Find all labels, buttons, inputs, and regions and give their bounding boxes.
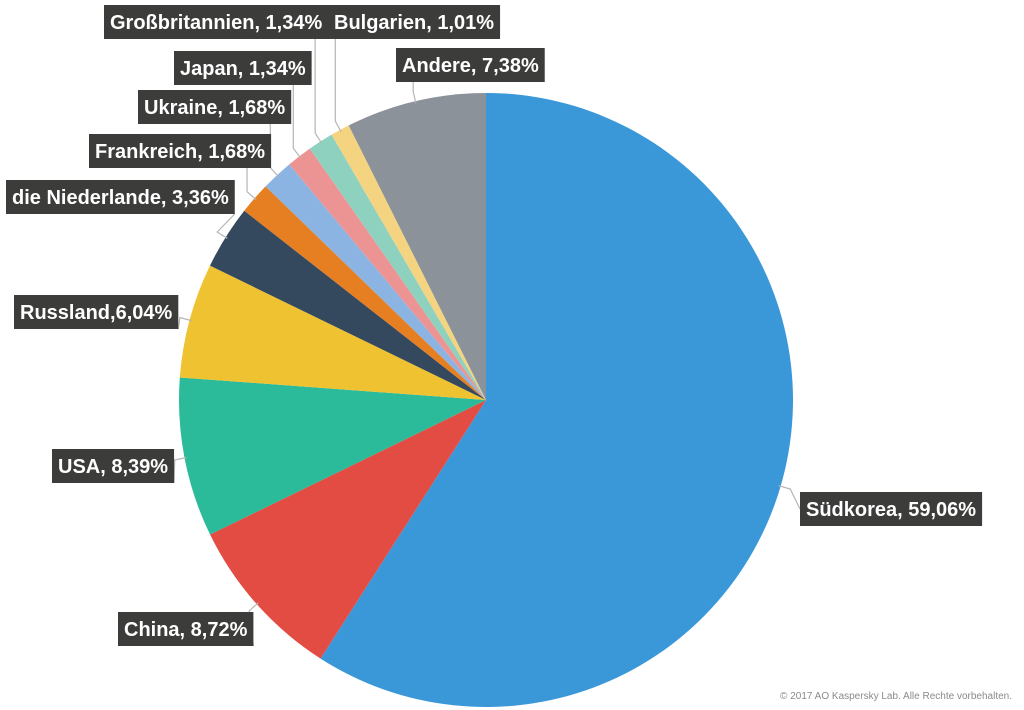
slice-label: Großbritannien, 1,34% (104, 5, 329, 39)
slice-label: China, 8,72% (118, 612, 254, 646)
leader-line (412, 82, 417, 104)
slice-labels: Südkorea, 59,06% China, 8,72% USA, 8,39% Ru… (6, 5, 983, 646)
slice-label-text: Russland,6,04% (20, 302, 173, 324)
slice-label-box (396, 48, 545, 82)
slice-label-box (138, 90, 292, 124)
slice-label-box (52, 449, 175, 483)
slice-label: Südkorea, 59,06% (800, 492, 983, 526)
pie-slice (179, 377, 486, 535)
slice-label-text: Andere, 7,38% (402, 55, 539, 77)
slice-label-text: Großbritannien, 1,34% (110, 12, 322, 34)
slice-label-box (174, 51, 312, 85)
slice-label: Ukraine, 1,68% (138, 90, 292, 124)
pie-slice (331, 125, 486, 401)
leader-line (778, 485, 801, 510)
pie-slice (179, 265, 487, 400)
slice-label: Japan, 1,34% (174, 51, 312, 85)
pie-slice (209, 210, 486, 400)
slice-label-box (14, 295, 179, 329)
pie-slice (244, 186, 486, 400)
leader-line (334, 39, 342, 132)
slice-label-text: die Niederlande, 3,36% (12, 187, 229, 209)
slice-label-text: Frankreich, 1,68% (95, 141, 265, 163)
slice-label-text: Ukraine, 1,68% (144, 97, 285, 119)
pie-slice (320, 93, 793, 707)
slice-label-text: Japan, 1,34% (180, 58, 306, 80)
pie-slice (348, 93, 486, 400)
pie-slice (309, 134, 486, 401)
slice-label-box (328, 5, 501, 39)
slice-label-text: Südkorea, 59,06% (806, 499, 976, 521)
slice-label-text: USA, 8,39% (58, 456, 168, 478)
copyright-notice: © 2017 AO Kaspersky Lab. Alle Rechte vor… (780, 691, 1012, 702)
slice-label: Andere, 7,38% (396, 48, 545, 82)
leader-line (314, 39, 323, 144)
slice-label-text: Bulgarien, 1,01% (334, 12, 494, 34)
slice-label-box (104, 5, 329, 39)
pie-slice (289, 148, 486, 400)
leader-line (246, 168, 257, 201)
leader-line (173, 457, 187, 484)
slice-label-box (800, 492, 983, 526)
slice-label: die Niederlande, 3,36% (6, 180, 235, 214)
slice-label-text: China, 8,72% (124, 619, 248, 641)
slice-label-box (6, 180, 235, 214)
leader-line (177, 316, 192, 330)
leader-line (216, 213, 236, 239)
slice-label: Russland,6,04% (14, 295, 179, 329)
slice-label: Frankreich, 1,68% (89, 134, 272, 168)
pie-slices (179, 93, 793, 707)
pie-slice (210, 400, 486, 659)
leader-line (269, 124, 279, 177)
leader-lines (173, 39, 801, 647)
leader-line (292, 85, 302, 159)
slice-label-box (118, 612, 254, 646)
slice-label: USA, 8,39% (52, 449, 175, 483)
slice-label-box (89, 134, 272, 168)
slice-label: Bulgarien, 1,01% (328, 5, 501, 39)
pie-slice (265, 164, 486, 400)
